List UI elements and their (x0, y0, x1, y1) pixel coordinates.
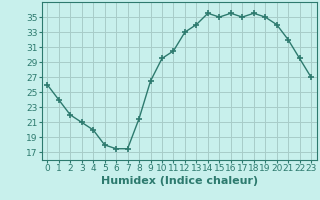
X-axis label: Humidex (Indice chaleur): Humidex (Indice chaleur) (100, 176, 258, 186)
